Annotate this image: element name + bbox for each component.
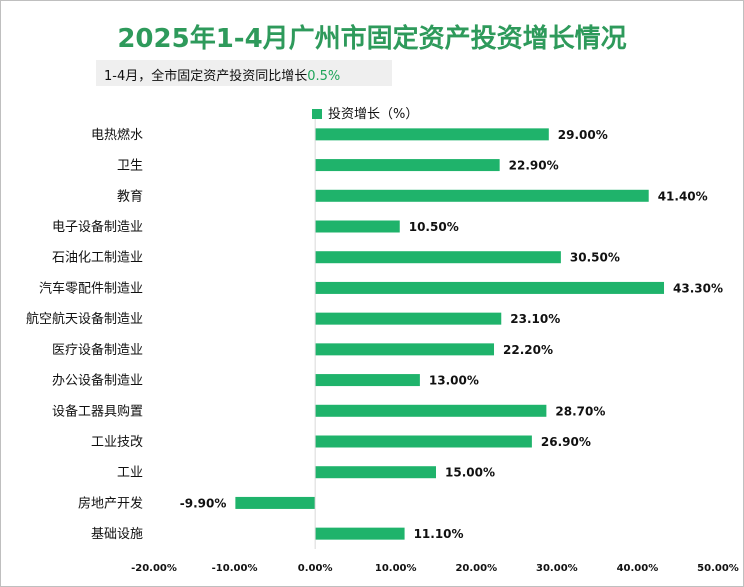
bar-1: [315, 128, 549, 141]
bar-11: [315, 435, 532, 448]
category-label: 工业: [117, 466, 143, 481]
category-label: 工业技改: [91, 435, 143, 450]
category-label: 电子设备制造业: [52, 219, 143, 235]
bar-3: [315, 189, 649, 202]
data-label: 29.00%: [558, 128, 608, 142]
data-label: 15.00%: [445, 466, 495, 480]
x-tick-label: 30.00%: [536, 563, 578, 574]
data-label: 11.10%: [414, 527, 464, 541]
x-tick-label: 50.00%: [697, 563, 739, 574]
legend: 投资增长（%）: [312, 103, 418, 122]
data-label: -9.90%: [180, 496, 227, 510]
bar-13: [235, 496, 316, 509]
data-label: 43.30%: [673, 281, 723, 295]
subtitle-value: 0.5%: [307, 69, 341, 84]
data-label: 23.10%: [510, 312, 560, 326]
bar-5: [315, 251, 561, 264]
bar-6: [315, 281, 665, 294]
subtitle: 1-4月，全市固定资产投资同比增长0.5%: [104, 65, 340, 84]
bar-9: [315, 374, 420, 387]
x-tick-label: 0.00%: [298, 563, 333, 574]
category-label: 房地产开发: [78, 495, 143, 511]
category-label: 设备工器具购置: [52, 403, 143, 419]
x-tick-label: -20.00%: [131, 563, 177, 574]
legend-label: 投资增长（%）: [328, 107, 419, 122]
data-label: 28.70%: [555, 404, 605, 418]
bar-7: [315, 312, 502, 325]
subtitle-text: 1-4月，全市固定资产投资同比增长: [104, 69, 308, 84]
data-label: 22.90%: [509, 159, 559, 173]
data-label: 13.00%: [429, 374, 479, 388]
data-label: 30.50%: [570, 251, 620, 265]
category-label: 医疗设备制造业: [52, 342, 143, 358]
category-label: 办公设备制造业: [52, 373, 143, 389]
bar-2: [315, 159, 500, 172]
category-label: 汽车零配件制造业: [39, 280, 143, 296]
category-label: 基础设施: [91, 527, 143, 542]
x-tick-label: 20.00%: [455, 563, 497, 574]
category-label: 教育: [117, 188, 143, 204]
category-label: 电热燃水: [91, 127, 143, 143]
bar-10: [315, 404, 547, 417]
category-label: 石油化工制造业: [52, 251, 143, 266]
data-label: 26.90%: [541, 435, 591, 449]
bar-12: [315, 466, 436, 479]
chart-title: 2025年1-4月广州市固定资产投资增长情况: [117, 24, 627, 54]
bar-14: [315, 527, 405, 540]
x-tick-label: 40.00%: [617, 563, 659, 574]
bar-8: [315, 343, 495, 356]
data-label: 10.50%: [409, 220, 459, 234]
data-label: 22.20%: [503, 343, 553, 357]
bar-4: [315, 220, 400, 233]
category-label: 卫生: [117, 159, 143, 174]
data-label: 41.40%: [658, 189, 708, 203]
legend-swatch: [312, 109, 322, 119]
subtitle-box: [96, 60, 392, 86]
x-tick-label: 10.00%: [375, 563, 417, 574]
x-tick-label: -10.00%: [212, 563, 258, 574]
category-label: 航空航天设备制造业: [26, 311, 143, 327]
